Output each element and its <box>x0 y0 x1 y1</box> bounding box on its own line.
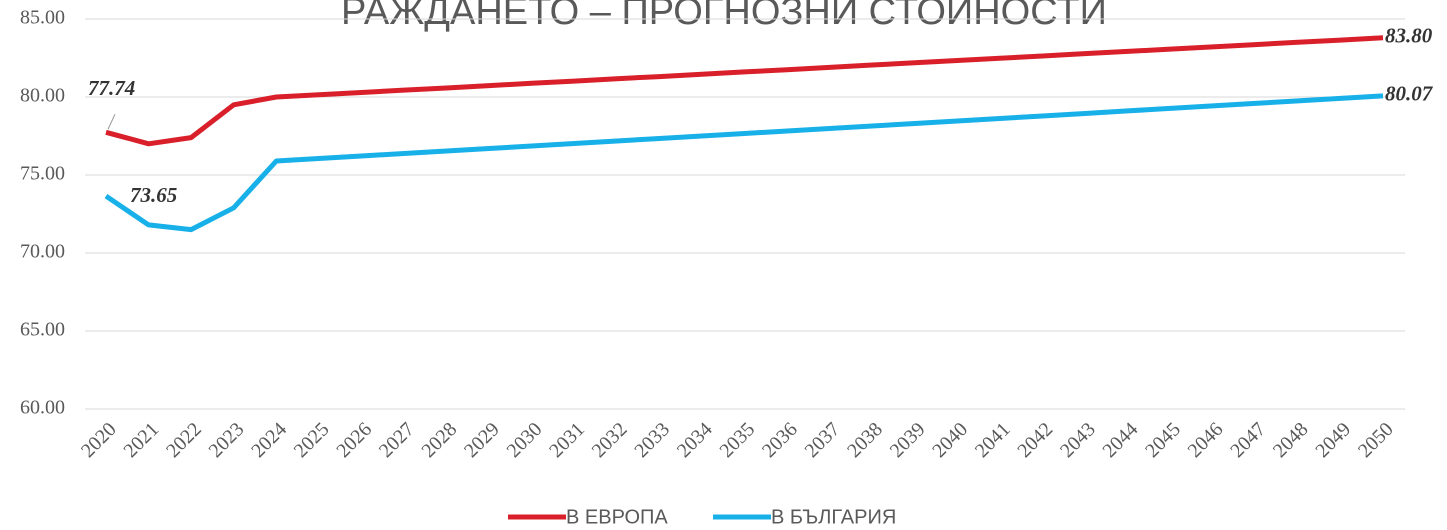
x-tick-label: 2043 <box>1056 418 1100 462</box>
x-tick-label: 2048 <box>1269 418 1313 462</box>
x-tick-label: 2040 <box>928 418 972 462</box>
x-tick-label: 2049 <box>1311 418 1355 462</box>
x-tick-label: 2030 <box>503 418 547 462</box>
x-tick-label: 2027 <box>375 418 419 462</box>
y-tick-label: 75.00 <box>20 163 65 185</box>
x-tick-label: 2025 <box>290 418 334 462</box>
legend-label: В ЕВРОПА <box>566 506 668 528</box>
data-label: 80.07 <box>1385 82 1434 106</box>
x-tick-label: 2032 <box>588 418 632 462</box>
x-tick-label: 2037 <box>801 418 845 462</box>
y-tick-label: 65.00 <box>20 319 65 341</box>
series-line <box>104 93 1384 233</box>
data-label: 83.80 <box>1385 24 1433 48</box>
x-tick-label: 2020 <box>77 418 121 462</box>
y-tick-label: 80.00 <box>20 85 65 107</box>
leader-line <box>107 114 116 130</box>
x-tick-label: 2039 <box>886 418 930 462</box>
x-tick-label: 2038 <box>843 418 887 462</box>
legend-label: В БЪЛГАРИЯ <box>771 506 896 528</box>
x-tick-label: 2041 <box>971 418 1015 462</box>
chart-title: РАЖДАНЕТО – ПРОГНОЗНИ СТОЙНОСТИ <box>341 0 1107 33</box>
x-tick-label: 2047 <box>1226 418 1270 462</box>
x-tick-label: 2045 <box>1141 418 1185 462</box>
x-tick-label: 2036 <box>758 418 802 462</box>
x-tick-label: 2042 <box>1013 418 1057 462</box>
x-tick-label: 2033 <box>630 418 674 462</box>
x-tick-label: 2028 <box>417 418 461 462</box>
y-tick-label: 60.00 <box>20 397 65 419</box>
x-tick-label: 2029 <box>460 418 504 462</box>
x-tick-label: 2044 <box>1099 418 1143 462</box>
y-tick-label: 85.00 <box>20 7 65 29</box>
x-tick-label: 2035 <box>715 418 759 462</box>
x-tick-label: 2026 <box>332 418 376 462</box>
x-tick-label: 2022 <box>162 418 206 462</box>
x-tick-label: 2046 <box>1184 418 1228 462</box>
x-tick-label: 2023 <box>205 418 249 462</box>
x-tick-label: 2050 <box>1354 418 1398 462</box>
x-tick-label: 2034 <box>673 418 717 462</box>
series-line <box>105 35 1384 147</box>
x-tick-label: 2031 <box>545 418 589 462</box>
y-tick-label: 70.00 <box>20 241 65 263</box>
data-label: 77.74 <box>88 76 135 100</box>
x-tick-label: 2024 <box>247 418 291 462</box>
x-tick-label: 2021 <box>120 418 164 462</box>
data-label: 73.65 <box>130 183 177 207</box>
